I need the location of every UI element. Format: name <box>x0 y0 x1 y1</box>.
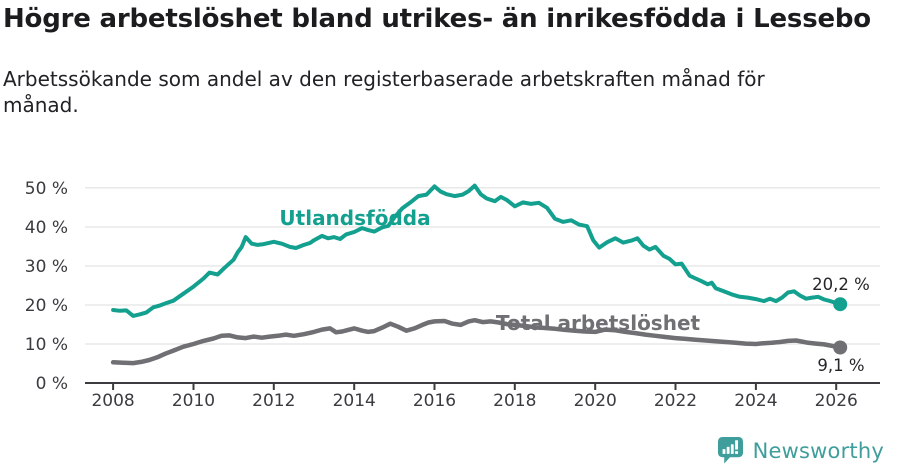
series-label-utlandsfodda: Utlandsfödda <box>279 206 430 230</box>
x-axis-tick-label: 2012 <box>252 391 295 411</box>
y-axis-tick-label: 10 % <box>25 335 68 355</box>
y-axis-tick-label: 30 % <box>25 257 68 277</box>
y-axis-tick-label: 0 % <box>36 374 68 394</box>
x-axis-tick-label: 2016 <box>413 391 456 411</box>
newsworthy-speech-bubble-bar-chart-icon <box>717 436 744 465</box>
end-value-label-utlandsfodda: 20,2 % <box>812 275 870 294</box>
x-axis-tick-label: 2018 <box>493 391 536 411</box>
y-axis-tick-label: 20 % <box>25 296 68 316</box>
series-line-utlandsfodda <box>111 183 843 318</box>
newsworthy-logo-text: Newsworthy <box>752 438 884 463</box>
x-axis-tick-label: 2022 <box>654 391 697 411</box>
y-axis-tick-label: 50 % <box>25 179 68 199</box>
newsworthy-logo: Newsworthy <box>717 436 884 465</box>
x-axis-tick-label: 2014 <box>333 391 376 411</box>
x-axis-tick-label: 2020 <box>574 391 617 411</box>
line-chart-canvas: 0 % 10 % 20 % 30 % 40 % 50 % 2008 2010 2012 2014 2… <box>25 179 880 411</box>
line-chart: 0 % 10 % 20 % 30 % 40 % 50 % 2008 2010 2012 2014 2… <box>0 160 900 422</box>
series-line-total-arbetsloshet <box>110 317 843 366</box>
x-axis-tick-label: 2010 <box>172 391 215 411</box>
x-axis-tick-label: 2008 <box>91 391 134 411</box>
chart-subtitle: Arbetssökande som andel av den registerb… <box>3 67 765 118</box>
series-label-total-arbetsloshet: Total arbetslöshet <box>496 311 701 335</box>
end-dot-utlandsfodda <box>833 297 848 312</box>
chart-title: Högre arbetslöshet bland utrikes- än inr… <box>3 4 871 34</box>
x-axis-tick-label: 2024 <box>734 391 777 411</box>
end-dot-total-arbetsloshet <box>833 340 848 355</box>
y-axis-tick-label: 40 % <box>25 218 68 238</box>
end-value-label-total-arbetsloshet: 9,1 % <box>817 356 864 375</box>
x-axis-tick-label: 2026 <box>815 391 858 411</box>
